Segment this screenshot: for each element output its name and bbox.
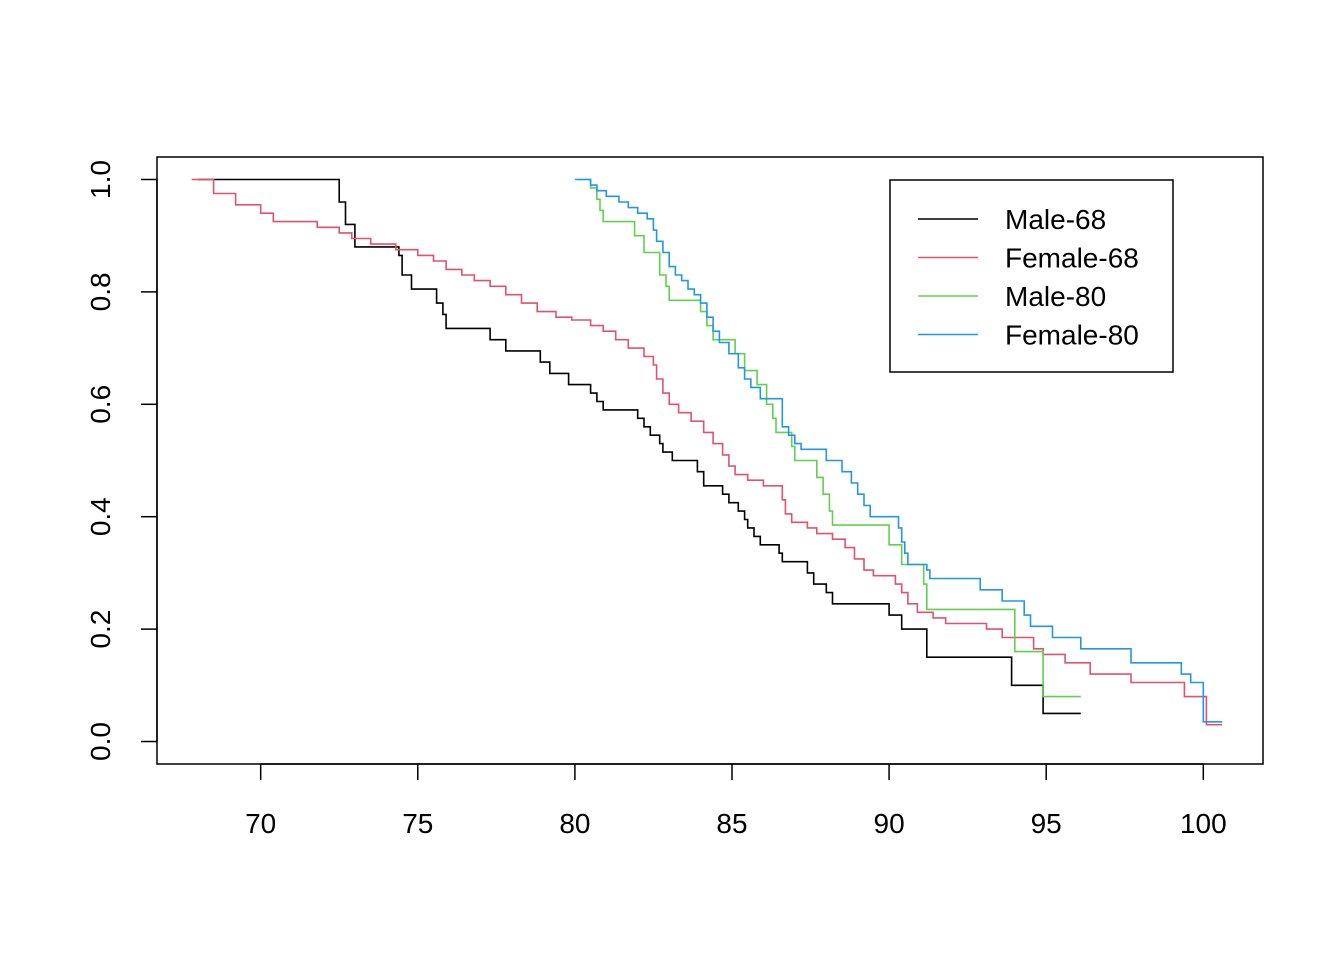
- series-line-male-80: [578, 178, 1081, 698]
- y-tick-label: 0.6: [85, 385, 116, 424]
- legend-label: Female-68: [1005, 243, 1139, 274]
- legend: Male-68 Female-68 Male-80 Female-80: [889, 179, 1174, 373]
- y-axis: 0.0 0.2 0.4 0.6 0.8 1.0: [85, 160, 158, 761]
- x-tick-label: 70: [245, 808, 276, 839]
- series-layer: [191, 178, 1223, 726]
- x-tick-label: 100: [1180, 808, 1227, 839]
- series-line-male-68: [197, 178, 1081, 715]
- legend-label: Female-80: [1005, 320, 1139, 351]
- x-tick-label: 80: [559, 808, 590, 839]
- x-axis: 70 75 80 85 90 95 100: [245, 763, 1227, 839]
- legend-label: Male-80: [1005, 281, 1106, 312]
- y-tick-label: 0.2: [85, 610, 116, 649]
- x-tick-label: 85: [716, 808, 747, 839]
- y-tick-label: 0.8: [85, 272, 116, 311]
- y-tick-label: 0.4: [85, 497, 116, 536]
- y-tick-label: 0.0: [85, 722, 116, 761]
- x-tick-label: 75: [402, 808, 433, 839]
- series-line-female-68: [191, 178, 1223, 726]
- legend-label: Male-68: [1005, 204, 1106, 235]
- series-line-female-80: [574, 178, 1223, 723]
- legend-box: [889, 179, 1174, 373]
- x-tick-label: 95: [1031, 808, 1062, 839]
- x-tick-label: 90: [874, 808, 905, 839]
- y-tick-label: 1.0: [85, 160, 116, 199]
